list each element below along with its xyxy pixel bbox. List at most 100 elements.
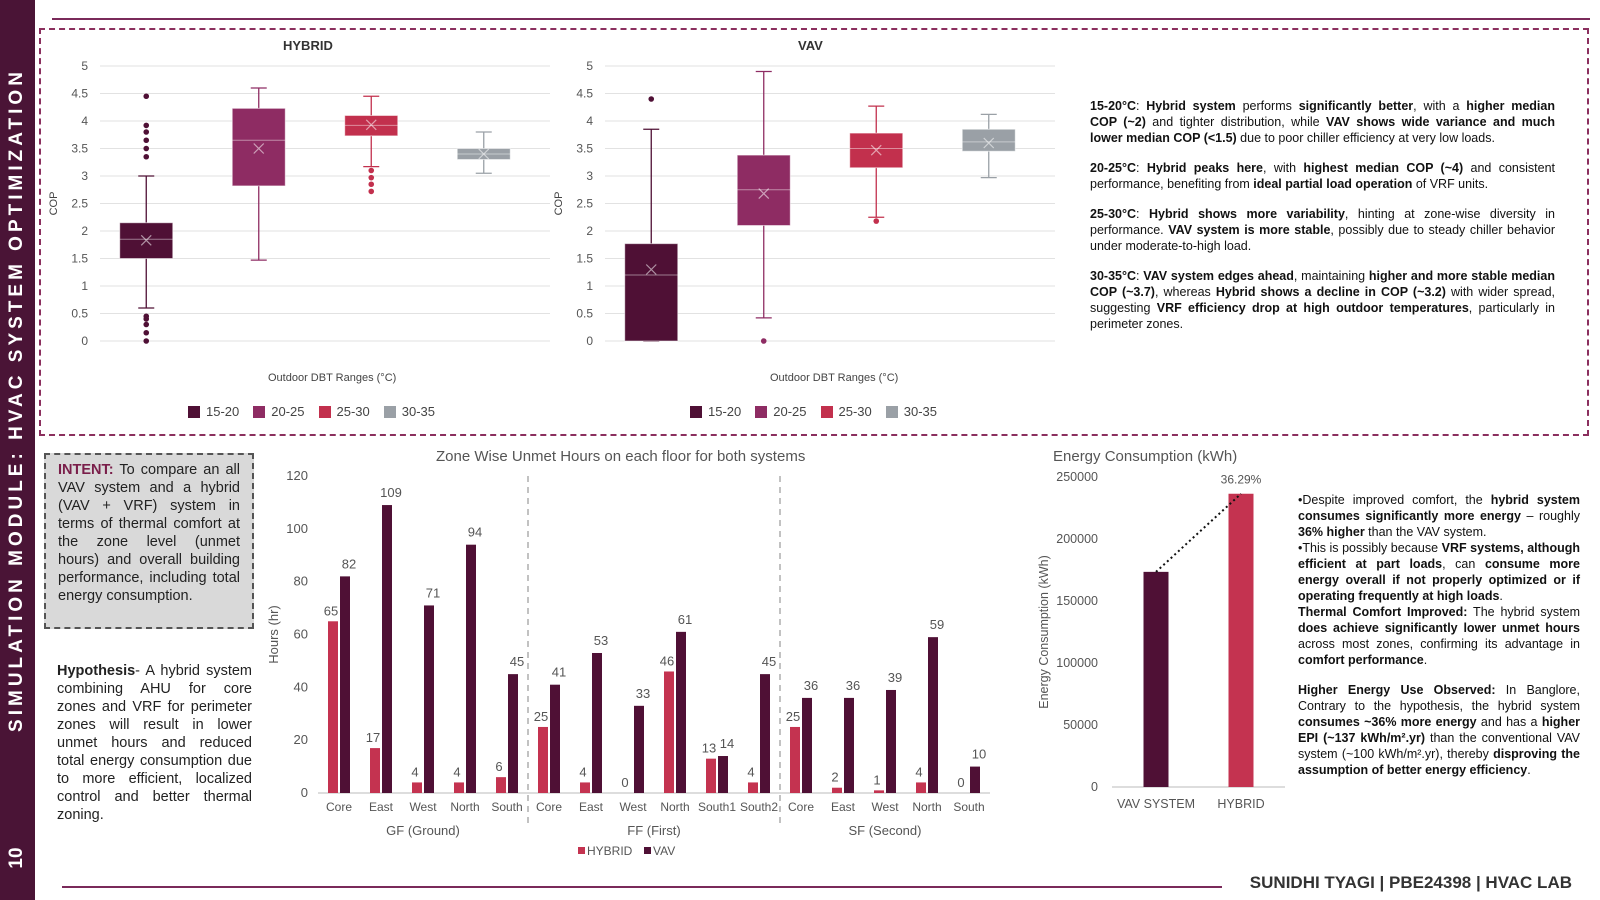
x-tick-label: West xyxy=(409,800,437,814)
data-label-hybrid: 25 xyxy=(534,709,548,724)
data-label-vav: 41 xyxy=(552,665,566,680)
energy-chart-title: Energy Consumption (kWh) xyxy=(1053,448,1238,465)
legend-label: 20-25 xyxy=(271,404,305,419)
mean-marker xyxy=(870,144,882,156)
x-tick-label: West xyxy=(619,800,647,814)
box-30-35 xyxy=(961,113,1016,179)
text: , hinting at zone-wise diversity in perf… xyxy=(1090,207,1555,237)
data-label-hybrid: 1 xyxy=(873,772,880,787)
bar-hybrid xyxy=(412,782,422,793)
data-label-vav: 45 xyxy=(762,654,776,669)
y-tick-label: 2 xyxy=(81,224,88,238)
text: of VRF units. xyxy=(1412,177,1489,191)
data-label-hybrid: 0 xyxy=(957,775,964,790)
bold-text: comfort performance xyxy=(1298,653,1424,667)
bold-text: does achieve significantly lower unmet h… xyxy=(1298,621,1580,635)
energy-bar xyxy=(1228,493,1254,787)
box-iqr xyxy=(624,243,679,342)
x-tick-label: Core xyxy=(536,800,562,814)
y-tick-label: 0 xyxy=(81,334,88,348)
bar-vav xyxy=(382,505,392,793)
data-label-hybrid: 17 xyxy=(366,730,380,745)
box-15-20 xyxy=(119,93,174,344)
box-15-20 xyxy=(624,96,679,342)
y-tick-label: 0.5 xyxy=(576,307,593,321)
y-tick-label: 100000 xyxy=(1056,656,1098,670)
energy-note: •This is possibly because VRF systems, a… xyxy=(1298,540,1580,604)
bold-text: 36% higher xyxy=(1298,525,1365,539)
energy-bar xyxy=(1143,571,1169,787)
data-label-vav: 94 xyxy=(468,525,482,540)
bar-vav xyxy=(802,697,812,793)
box-20-25 xyxy=(736,70,791,344)
bar-hybrid xyxy=(538,726,548,793)
mean-marker xyxy=(983,137,995,149)
unmet-chart-title: Zone Wise Unmet Hours on each floor for … xyxy=(436,448,806,465)
y-tick-label: 2.5 xyxy=(71,197,88,211)
legend-label-vav: VAV xyxy=(653,844,675,858)
top-rule xyxy=(52,18,1590,20)
y-tick-label: 4 xyxy=(81,114,88,128)
data-label-vav: 45 xyxy=(510,654,524,669)
y-tick-label: 0 xyxy=(586,334,593,348)
y-tick-label: 2 xyxy=(586,224,593,238)
legend-label: 15-20 xyxy=(206,404,240,419)
data-label-vav: 53 xyxy=(594,633,608,648)
energy-note: Thermal Comfort Improved: The hybrid sys… xyxy=(1298,604,1580,668)
data-label-hybrid: 65 xyxy=(324,603,338,618)
bold-text: 20-25°C xyxy=(1090,161,1136,175)
y-axis-label: COP xyxy=(553,192,565,216)
intent-label: INTENT: xyxy=(58,462,114,478)
bold-text: disproving the assumption of better ener… xyxy=(1298,747,1580,777)
text: : xyxy=(1136,207,1149,221)
legend-swatch xyxy=(383,405,396,418)
data-label-hybrid: 4 xyxy=(747,764,754,779)
data-label-vav: 82 xyxy=(342,556,356,571)
x-tick-label: East xyxy=(369,800,394,814)
insight-20-25°C: 20-25°C: Hybrid peaks here, with highest… xyxy=(1090,160,1555,192)
bar-hybrid xyxy=(664,671,674,793)
text: and consistent performance, benefiting f… xyxy=(1090,161,1555,191)
legend-label: 25-30 xyxy=(838,404,872,419)
bold-text: consume more energy overall if not prope… xyxy=(1298,557,1580,603)
data-label-hybrid: 25 xyxy=(786,709,800,724)
bold-text: 30-35°C xyxy=(1090,269,1136,283)
data-label-vav: 39 xyxy=(888,670,902,685)
text: The hybrid system xyxy=(1467,605,1580,619)
text: than the VAV system. xyxy=(1364,525,1487,539)
outlier-point xyxy=(143,313,150,320)
y-tick-label: 1.5 xyxy=(576,252,593,266)
boxplot-panel xyxy=(39,28,1589,436)
y-tick-label: 2.5 xyxy=(576,197,593,211)
outlier-point xyxy=(368,174,375,181)
bold-text: higher and more stable median COP (~3.7) xyxy=(1090,269,1555,299)
y-tick-label: 4 xyxy=(586,114,593,128)
y-tick-label: 1 xyxy=(81,279,88,293)
data-label-hybrid: 4 xyxy=(453,764,460,779)
bar-vav xyxy=(508,674,518,793)
bold-text: Higher Energy Use Observed: xyxy=(1298,683,1496,697)
vav-boxplot: 0 0.5 1 1.5 2 2.5 3 3.5 4 4.5 5 COP xyxy=(553,59,1055,348)
legend-label: 30-35 xyxy=(903,404,937,419)
hybrid-boxplot-legend: 15-20 20-25 25-30 30-35 xyxy=(188,404,435,419)
y-tick-label: 20 xyxy=(294,732,308,747)
y-tick-label: 4.5 xyxy=(576,87,593,101)
text: . xyxy=(1499,589,1503,603)
bar-vav xyxy=(634,705,644,793)
sidebar: SIMULATION MODULE: HVAC SYSTEM OPTIMIZAT… xyxy=(0,0,35,900)
text: . xyxy=(1423,653,1428,667)
insight-30-35°C: 30-35°C: VAV system edges ahead, maintai… xyxy=(1090,268,1555,332)
hybrid-boxplot: 0 0.5 1 1.5 2 2.5 3 3.5 4 4.5 5 COP xyxy=(48,59,550,348)
legend-swatch xyxy=(885,405,898,418)
legend-item-15-20: 15-20 xyxy=(690,404,741,419)
outlier-point xyxy=(368,181,375,188)
legend-label: 20-25 xyxy=(773,404,807,419)
bold-text: Hybrid shows more variability xyxy=(1148,207,1345,221)
bar-vav xyxy=(550,684,560,793)
y-tick-label: 100 xyxy=(286,521,308,536)
legend-item-25-30: 25-30 xyxy=(318,404,370,419)
energy-notes: •Despite improved comfort, the hybrid sy… xyxy=(1298,492,1580,778)
legend-swatch-hybrid xyxy=(578,847,585,854)
y-axis-label: Energy Consumption (kWh) xyxy=(1037,555,1051,709)
data-label-hybrid: 6 xyxy=(495,759,502,774)
